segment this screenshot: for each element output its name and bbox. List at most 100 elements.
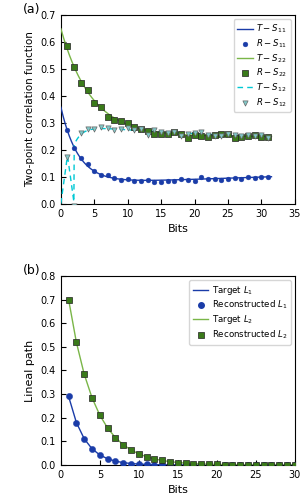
Reconstructed $L_2$	[74, 340, 78, 345]
Target $L_1$	[121, 460, 125, 466]
Target $L_2$	[114, 434, 117, 440]
Reconstructed $L_1$	[98, 452, 102, 458]
Reconstructed $L_2$	[137, 451, 141, 457]
$R-S_{11}$	[185, 176, 190, 184]
$T-S_{12}$	[113, 126, 117, 132]
$T-S_{12}$	[270, 134, 273, 140]
Target $L_1$	[278, 462, 281, 468]
$T-S_{11}$	[155, 178, 158, 184]
Line: Target $L_2$: Target $L_2$	[65, 296, 298, 468]
Reconstructed $L_1$	[137, 461, 141, 467]
$T-S_{22}$	[183, 132, 187, 138]
Reconstructed $L_1$	[114, 458, 117, 464]
Line: Reconstructed $L_1$: Reconstructed $L_1$	[65, 394, 298, 468]
Reconstructed $L_2$	[270, 462, 273, 468]
Reconstructed $L_1$	[231, 462, 234, 468]
Target $L_2$	[285, 462, 289, 468]
Target $L_1$	[98, 452, 102, 458]
$R-S_{11}$	[165, 176, 170, 184]
$R-S_{11}$	[132, 176, 137, 184]
$R-S_{22}$	[105, 113, 110, 121]
Reconstructed $L_1$	[145, 462, 148, 468]
$R-S_{11}$	[159, 178, 164, 186]
Legend: $T-S_{11}$, $R-S_{11}$, $T-S_{22}$, $R-S_{22}$, $T-S_{12}$, $R-S_{12}$: $T-S_{11}$, $R-S_{11}$, $T-S_{22}$, $R-S…	[233, 20, 291, 112]
Reconstructed $L_1$	[293, 462, 297, 468]
Target $L_1$	[293, 462, 297, 468]
Reconstructed $L_1$	[285, 462, 289, 468]
Line: $T-S_{11}$: $T-S_{11}$	[61, 107, 271, 180]
Target $L_1$	[192, 462, 195, 468]
$R-S_{12}$	[266, 134, 271, 141]
Reconstructed $L_1$	[161, 462, 164, 468]
$T-S_{22}$	[154, 129, 158, 135]
Target $L_2$	[207, 462, 211, 468]
$R-S_{12}$	[206, 131, 210, 139]
$R-S_{11}$	[119, 176, 123, 184]
Target $L_2$	[254, 462, 258, 468]
Target $L_2$	[161, 458, 164, 464]
Target $L_2$	[293, 462, 297, 468]
$R-S_{11}$	[105, 171, 110, 179]
Target $L_1$	[168, 462, 172, 468]
Target $L_1$	[223, 462, 226, 468]
$R-S_{12}$	[132, 126, 137, 134]
$R-S_{11}$	[139, 177, 143, 185]
$R-S_{11}$	[98, 171, 103, 179]
$R-S_{12}$	[159, 128, 164, 136]
$R-S_{12}$	[185, 130, 190, 138]
$R-S_{12}$	[98, 123, 103, 131]
Target $L_1$	[207, 462, 211, 468]
$R-S_{11}$	[72, 144, 77, 152]
Reconstructed $L_1$	[199, 462, 203, 468]
Reconstructed $L_2$	[145, 454, 148, 460]
Reconstructed $L_1$	[176, 462, 180, 468]
$R-S_{11}$	[199, 174, 204, 182]
$R-S_{22}$	[98, 104, 103, 112]
$R-S_{12}$	[219, 132, 224, 140]
X-axis label: Bits: Bits	[168, 224, 188, 234]
$R-S_{22}$	[85, 86, 90, 94]
Target $L_1$	[74, 420, 78, 426]
$R-S_{22}$	[199, 132, 204, 140]
$R-S_{22}$	[259, 134, 264, 141]
Reconstructed $L_2$	[285, 462, 289, 468]
$R-S_{22}$	[139, 125, 143, 133]
$R-S_{22}$	[206, 133, 210, 141]
$R-S_{12}$	[172, 128, 177, 136]
Target $L_1$	[153, 462, 156, 468]
Reconstructed $L_1$	[278, 462, 281, 468]
Target $L_2$	[262, 462, 265, 468]
$R-S_{11}$	[259, 174, 264, 182]
Line: Target $L_1$: Target $L_1$	[65, 394, 298, 468]
$R-S_{22}$	[132, 122, 137, 130]
$R-S_{22}$	[226, 130, 230, 138]
Reconstructed $L_2$	[114, 434, 117, 440]
Reconstructed $L_2$	[293, 462, 297, 468]
$T-S_{22}$	[218, 133, 221, 139]
Reconstructed $L_2$	[192, 460, 195, 466]
Target $L_1$	[114, 458, 117, 464]
Reconstructed $L_1$	[153, 462, 156, 468]
Reconstructed $L_2$	[278, 462, 281, 468]
$R-S_{12}$	[152, 126, 157, 134]
Target $L_2$	[168, 458, 172, 464]
Target $L_2$	[98, 412, 102, 418]
Text: (a): (a)	[23, 3, 41, 16]
$R-S_{11}$	[239, 175, 244, 183]
$R-S_{12}$	[119, 125, 123, 133]
$R-S_{12}$	[199, 128, 204, 136]
Reconstructed $L_1$	[184, 462, 188, 468]
Reconstructed $L_2$	[168, 458, 172, 464]
Reconstructed $L_1$	[215, 462, 219, 468]
$R-S_{22}$	[252, 130, 257, 138]
$R-S_{11}$	[246, 173, 250, 181]
Reconstructed $L_2$	[262, 462, 265, 468]
Reconstructed $L_2$	[82, 371, 86, 377]
Reconstructed $L_2$	[246, 462, 250, 468]
$R-S_{11}$	[232, 174, 237, 182]
Target $L_1$	[254, 462, 258, 468]
$R-S_{11}$	[112, 174, 117, 182]
Target $L_2$	[270, 462, 273, 468]
$R-S_{22}$	[172, 128, 177, 136]
Reconstructed $L_1$	[129, 460, 133, 466]
